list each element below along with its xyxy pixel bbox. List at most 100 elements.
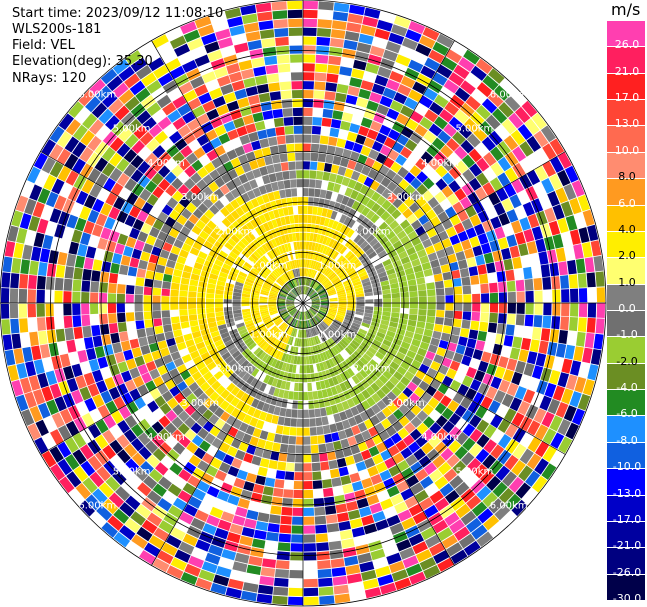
velocity-gate bbox=[303, 170, 310, 179]
velocity-gate bbox=[208, 544, 224, 557]
velocity-gate bbox=[273, 117, 284, 127]
velocity-gate bbox=[202, 523, 217, 536]
velocity-gate bbox=[172, 404, 184, 416]
velocity-gate bbox=[382, 311, 391, 317]
velocity-gate bbox=[396, 134, 409, 146]
velocity-gate bbox=[338, 129, 349, 140]
velocity-gate bbox=[390, 254, 400, 263]
velocity-gate bbox=[273, 317, 282, 324]
velocity-gate bbox=[434, 94, 449, 108]
velocity-gate bbox=[560, 316, 570, 331]
velocity-gate bbox=[288, 293, 296, 299]
velocity-gate bbox=[328, 368, 336, 377]
velocity-gate bbox=[318, 398, 325, 408]
velocity-gate bbox=[279, 342, 285, 351]
velocity-gate bbox=[357, 441, 368, 452]
velocity-gate bbox=[311, 134, 321, 144]
velocity-gate bbox=[375, 461, 388, 473]
velocity-gate bbox=[241, 590, 257, 602]
velocity-gate bbox=[217, 221, 228, 232]
velocity-gate bbox=[353, 105, 366, 117]
velocity-gate bbox=[311, 242, 316, 251]
velocity-gate bbox=[262, 174, 271, 185]
velocity-gate bbox=[227, 238, 237, 247]
velocity-gate bbox=[136, 526, 153, 542]
velocity-gate bbox=[207, 317, 216, 324]
velocity-gate bbox=[232, 306, 241, 311]
velocity-gate bbox=[436, 310, 445, 318]
velocity-gate bbox=[446, 368, 457, 380]
velocity-gate bbox=[303, 161, 310, 170]
velocity-gate bbox=[188, 314, 198, 321]
velocity-gate bbox=[334, 593, 351, 604]
velocity-gate bbox=[22, 244, 33, 260]
velocity-gate bbox=[271, 496, 283, 506]
velocity-gate bbox=[372, 511, 386, 523]
velocity-gate bbox=[298, 259, 301, 268]
velocity-gate bbox=[340, 475, 352, 486]
velocity-gate bbox=[19, 274, 29, 289]
velocity-gate bbox=[149, 388, 161, 400]
velocity-gate bbox=[450, 41, 467, 56]
velocity-gate bbox=[266, 322, 275, 329]
velocity-gate bbox=[319, 308, 328, 313]
velocity-gate bbox=[207, 49, 223, 62]
velocity-gate bbox=[224, 7, 242, 19]
velocity-gate bbox=[310, 260, 315, 269]
velocity-gate bbox=[207, 283, 216, 290]
velocity-gate bbox=[318, 311, 326, 316]
velocity-gate bbox=[276, 341, 283, 350]
velocity-gate bbox=[375, 184, 386, 195]
velocity-gate bbox=[312, 336, 317, 346]
velocity-gate bbox=[266, 531, 279, 542]
velocity-gate bbox=[303, 125, 312, 134]
velocity-gate bbox=[100, 68, 118, 85]
velocity-gate bbox=[260, 392, 268, 402]
velocity-gate bbox=[293, 288, 299, 296]
velocity-gate bbox=[300, 277, 302, 286]
velocity-gate bbox=[319, 276, 327, 284]
velocity-gate bbox=[494, 226, 506, 240]
velocity-gate bbox=[488, 68, 505, 84]
velocity-gate bbox=[269, 145, 279, 155]
velocity-gate bbox=[481, 351, 492, 363]
velocity-gate bbox=[277, 306, 286, 310]
velocity-gate bbox=[179, 309, 188, 316]
colorbar-tick-label: 13.0 bbox=[614, 117, 640, 131]
velocity-gate bbox=[498, 212, 510, 226]
velocity-gate bbox=[555, 343, 567, 358]
velocity-gate bbox=[80, 460, 96, 477]
velocity-gate bbox=[242, 334, 251, 342]
velocity-gate bbox=[353, 535, 368, 547]
velocity-gate bbox=[366, 386, 376, 396]
velocity-gate bbox=[193, 336, 204, 345]
velocity-gate bbox=[490, 216, 502, 229]
velocity-gate bbox=[333, 281, 342, 287]
velocity-gate bbox=[276, 279, 284, 287]
velocity-gate bbox=[342, 447, 353, 457]
velocity-gate bbox=[312, 108, 323, 117]
velocity-gate bbox=[407, 381, 418, 392]
velocity-gate bbox=[322, 351, 328, 361]
velocity-gate bbox=[409, 344, 419, 354]
velocity-gate bbox=[41, 450, 57, 468]
velocity-gate bbox=[434, 497, 450, 512]
velocity-gate bbox=[380, 536, 396, 548]
velocity-gate bbox=[50, 429, 64, 446]
velocity-gate bbox=[496, 140, 511, 156]
velocity-gate bbox=[139, 405, 152, 418]
velocity-gate bbox=[66, 471, 82, 488]
velocity-gate bbox=[495, 465, 511, 481]
velocity-gate bbox=[325, 514, 338, 524]
velocity-gate bbox=[360, 449, 372, 461]
velocity-gate bbox=[461, 452, 475, 466]
velocity-gate bbox=[299, 286, 302, 295]
velocity-gate bbox=[260, 289, 270, 294]
velocity-gate bbox=[367, 54, 382, 66]
velocity-gate bbox=[481, 136, 496, 152]
velocity-gate bbox=[276, 551, 290, 561]
velocity-gate bbox=[305, 241, 310, 250]
velocity-gate bbox=[264, 281, 273, 287]
velocity-gate bbox=[334, 212, 343, 222]
velocity-gate bbox=[171, 322, 181, 331]
